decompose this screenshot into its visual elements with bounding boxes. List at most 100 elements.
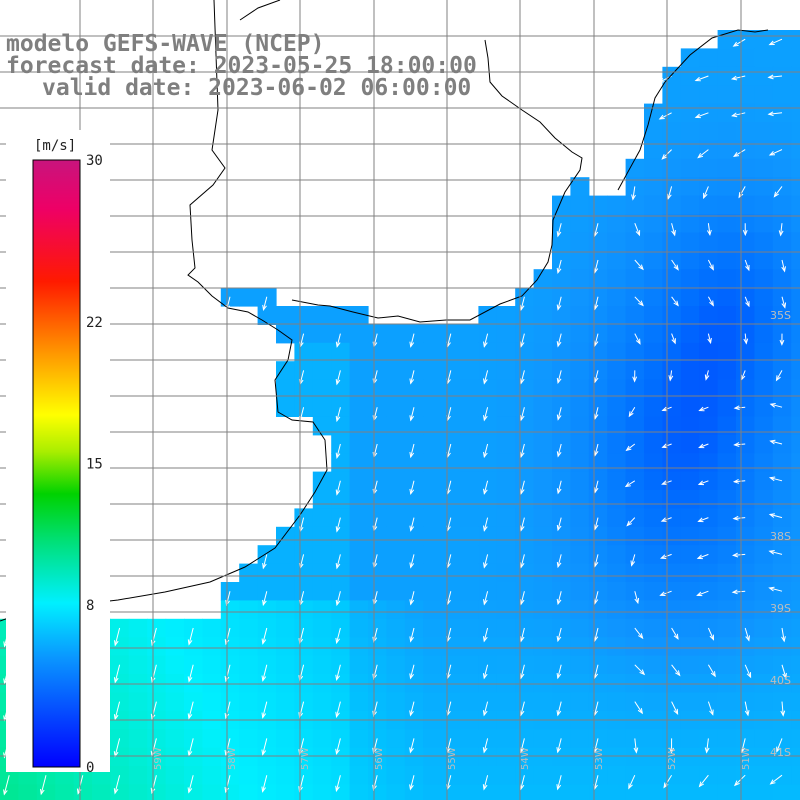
field-cell [515, 563, 535, 583]
field-cell [644, 471, 663, 491]
field-cell [552, 269, 571, 289]
field-cell [607, 416, 627, 436]
field-cell [717, 453, 737, 473]
field-cell [331, 784, 351, 800]
field-cell [312, 747, 332, 767]
wind-arrow [482, 701, 489, 717]
field-cell [386, 342, 406, 362]
field-cell [607, 471, 627, 491]
field-cell [570, 306, 590, 325]
field-cell [165, 784, 185, 800]
field-cell [680, 637, 700, 657]
wind-arrow [409, 701, 415, 717]
wind-arrow [707, 333, 712, 345]
field-cell [717, 85, 737, 105]
field-cell [368, 784, 387, 800]
field-cell [607, 692, 627, 712]
field-cell [404, 563, 424, 583]
field-cell [496, 563, 516, 583]
field-cell [772, 30, 792, 49]
wind-arrow [335, 738, 341, 756]
field-cell [754, 140, 774, 160]
field-cell [386, 545, 406, 565]
field-cell [496, 306, 516, 325]
wind-arrow [519, 517, 525, 532]
field-cell [607, 490, 627, 509]
field-cell [754, 30, 774, 49]
field-cell [460, 600, 479, 620]
wind-arrow [409, 554, 415, 569]
field-cell [349, 618, 369, 638]
colorbar: [m/s] 30 22 15 8 0 [6, 130, 110, 776]
field-cell [699, 306, 719, 325]
field-cell [423, 618, 443, 638]
field-cell [680, 490, 700, 509]
wind-arrow [738, 186, 746, 199]
wind-arrow [113, 664, 121, 684]
field-cell [147, 637, 167, 657]
field-cell [386, 526, 406, 546]
field-cell [717, 66, 737, 86]
wind-arrow [744, 664, 752, 679]
field-cell [791, 416, 800, 436]
field-cell [644, 692, 663, 712]
field-cell [717, 545, 737, 565]
field-cell [184, 637, 203, 657]
lon-label: 57W [300, 747, 311, 770]
field-cell [552, 379, 571, 399]
field-cell [312, 471, 332, 491]
field-cell [368, 747, 387, 767]
field-cell [662, 158, 682, 178]
field-cell [404, 416, 424, 436]
wind-arrow [556, 591, 562, 606]
field-cell [717, 48, 737, 68]
field-cell [680, 361, 700, 381]
field-cell [772, 398, 792, 417]
field-cell [644, 784, 663, 800]
field-cell [165, 729, 185, 749]
field-cell [276, 563, 295, 583]
field-cell [717, 618, 737, 638]
field-cell [312, 416, 332, 436]
field-cell [662, 582, 682, 601]
field-cell [717, 269, 737, 289]
field-cell [644, 379, 663, 399]
field-cell [496, 747, 516, 767]
field-cell [423, 729, 443, 749]
field-cell [588, 563, 608, 583]
field-cell [478, 379, 498, 399]
field-cell [570, 545, 590, 565]
field-cell [791, 324, 800, 344]
wind-arrow [519, 480, 525, 495]
field-cell [772, 158, 792, 178]
field-cell [699, 158, 719, 178]
field-cell [588, 490, 608, 509]
field-cell [36, 784, 56, 800]
field-cell [754, 342, 774, 362]
field-cell [423, 379, 443, 399]
field-cell [239, 600, 259, 620]
wind-arrow [731, 589, 746, 595]
field-cell [423, 361, 443, 381]
field-cell [791, 66, 800, 86]
field-cell [625, 434, 645, 454]
field-cell [552, 306, 571, 325]
field-cell [644, 490, 663, 509]
field-cell [202, 655, 222, 675]
wind-arrow [707, 627, 715, 641]
field-cell [791, 434, 800, 454]
field-cell [349, 471, 369, 491]
field-cell [736, 600, 755, 620]
field-cell [772, 490, 792, 509]
field-cell [257, 637, 277, 657]
field-cell [791, 177, 800, 197]
field-cell [699, 545, 719, 565]
field-cell [717, 306, 737, 325]
field-cell [276, 361, 295, 381]
lon-label: 54W [520, 747, 531, 770]
wind-arrow [556, 775, 562, 791]
field-cell [607, 655, 627, 675]
field-cell [312, 600, 332, 620]
field-cell [570, 692, 590, 712]
field-cell [625, 269, 645, 289]
